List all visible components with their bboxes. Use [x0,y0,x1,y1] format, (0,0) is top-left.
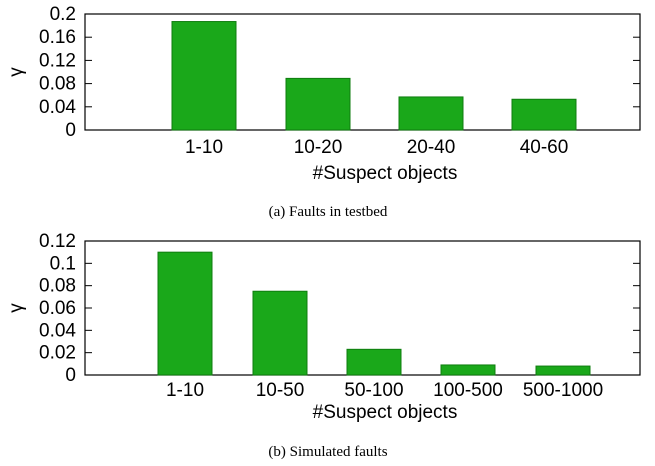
y-tick-label: 0.06 [39,298,76,319]
bars-a [171,21,577,131]
bar-100-500 [440,364,496,376]
y-tick-label: 0.2 [50,4,76,25]
y-tick-label: 0.04 [39,320,76,341]
caption-a: (a) Faults in testbed [269,204,388,220]
x-ticks-a: 1-10 10-20 20-40 40-60 [185,137,568,158]
x-tick-label: 50-100 [344,380,403,401]
x-axis-label-a: #Suspect objects [313,163,458,184]
y-tick-label: 0.04 [39,97,76,118]
y-tick-label: 0.16 [39,27,76,48]
y-tick-label: 0 [65,365,76,386]
bar-1-10 [171,21,237,131]
x-axis-label-b: #Suspect objects [313,402,458,423]
bar-10-50 [252,290,308,376]
y-tick-label: 0 [65,120,76,141]
y-tick-label: 0.12 [39,231,76,252]
y-axis-label-a: γ [6,67,27,77]
bar-10-20 [285,77,351,131]
x-tick-label: 500-1000 [523,380,603,401]
x-tick-label: 1-10 [166,380,204,401]
caption-b: (b) Simulated faults [268,444,387,460]
chart-b: 00.020.040.060.080.10.12 1-10 10-50 50-100… [6,231,641,460]
y-ticks-a: 00.040.08 0.120.160.2 [39,4,640,141]
y-tick-label: 0.08 [39,276,76,297]
x-tick-label: 10-20 [294,137,343,158]
bars-b [157,251,591,376]
y-tick-label: 0.1 [50,253,76,274]
bar-20-40 [398,96,464,131]
y-tick-label: 0.02 [39,343,76,364]
x-tick-label: 1-10 [185,137,223,158]
chart-a: 00.040.08 0.120.160.2 1-10 10-20 20-40 40-60… [6,4,641,220]
bar-500-1000 [535,365,591,376]
y-axis-label-b: γ [6,303,27,313]
y-tick-label: 0.08 [39,74,76,95]
x-ticks-b: 1-10 10-50 50-100 100-500 500-1000 [166,380,603,401]
bar-50-100 [346,348,402,376]
y-tick-label: 0.12 [39,50,76,71]
bar-40-60 [511,98,577,131]
x-tick-label: 40-60 [520,137,569,158]
bar-1-10 [157,251,213,376]
plot-frame-a [84,13,641,131]
x-tick-label: 100-500 [433,380,503,401]
x-tick-label: 10-50 [256,380,305,401]
x-tick-label: 20-40 [407,137,456,158]
y-ticks-b: 00.020.040.060.080.10.12 [39,231,640,386]
